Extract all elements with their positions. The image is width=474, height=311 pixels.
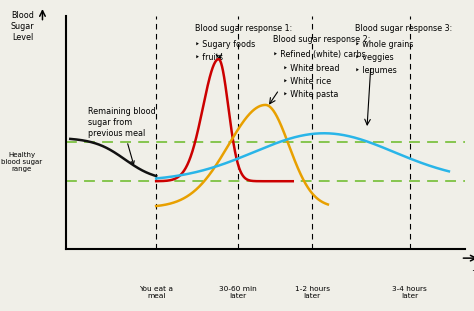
- Text: ‣ White rice: ‣ White rice: [283, 77, 331, 86]
- Text: 1-2 hours
later: 1-2 hours later: [295, 286, 330, 299]
- Text: 30-60 min
later: 30-60 min later: [219, 286, 257, 299]
- Text: Remaining blood
sugar from
previous meal: Remaining blood sugar from previous meal: [88, 107, 155, 164]
- Text: ‣ Refined (white) carbs: ‣ Refined (white) carbs: [273, 50, 366, 59]
- Text: ‣ White pasta: ‣ White pasta: [283, 90, 338, 99]
- Text: Time: Time: [473, 270, 474, 279]
- Text: ‣ Sugary foods: ‣ Sugary foods: [195, 39, 255, 49]
- Text: You eat a
meal: You eat a meal: [139, 286, 173, 299]
- Text: Blood sugar response 2:: Blood sugar response 2:: [273, 35, 371, 44]
- Text: ‣ fruits: ‣ fruits: [195, 53, 223, 62]
- Text: Blood sugar response 3:: Blood sugar response 3:: [355, 24, 453, 33]
- Text: 3-4 hours
later: 3-4 hours later: [392, 286, 427, 299]
- Text: ‣ White bread: ‣ White bread: [283, 63, 339, 72]
- Text: ‣ veggies: ‣ veggies: [355, 53, 394, 62]
- Text: Blood
Sugar
Level: Blood Sugar Level: [11, 11, 35, 42]
- Text: ‣ legumes: ‣ legumes: [355, 66, 397, 75]
- Text: Healthy
blood sugar
range: Healthy blood sugar range: [1, 151, 42, 172]
- Text: ‣ whole grains: ‣ whole grains: [355, 39, 414, 49]
- Text: Blood sugar response 1:: Blood sugar response 1:: [195, 24, 292, 33]
